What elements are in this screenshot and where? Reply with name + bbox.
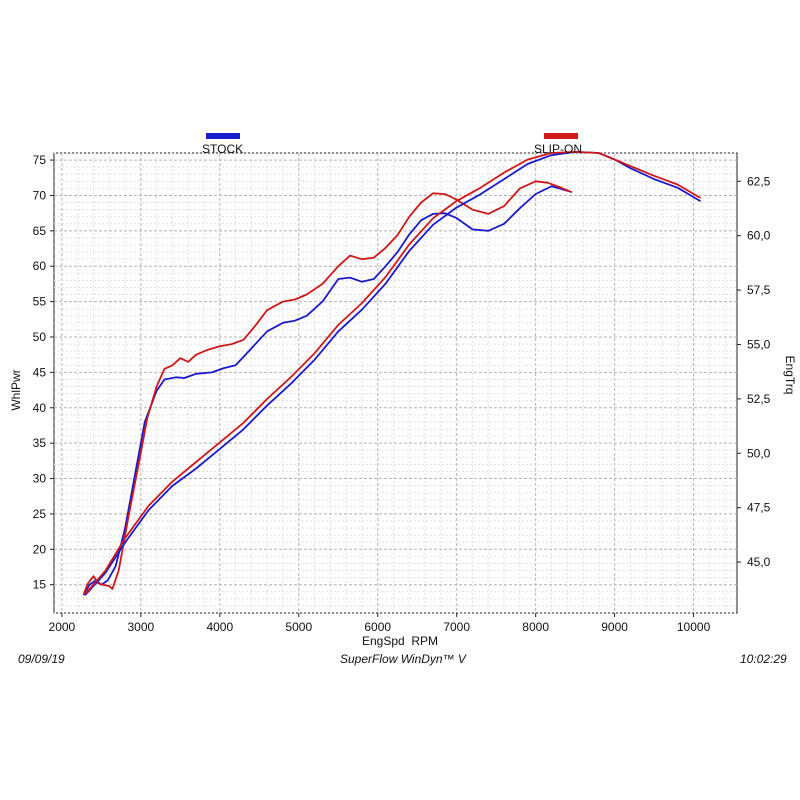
y-left-tick-label: 40 <box>33 401 47 415</box>
y-left-tick-label: 45 <box>33 365 47 379</box>
y-right-tick-label: 45,0 <box>747 555 771 569</box>
y-right-tick-label: 52,5 <box>747 392 771 406</box>
series-line-slip-on-whlpwr <box>83 180 573 595</box>
y-right-tick-label: 57,5 <box>747 283 771 297</box>
y-right-tick-label: 62,5 <box>747 174 771 188</box>
y-right-tick-label: 55,0 <box>747 337 771 351</box>
x-tick-label: 2000 <box>49 620 76 634</box>
footer-time: 10:02:29 <box>740 652 787 666</box>
y-left-tick-label: 55 <box>33 295 47 309</box>
footer-date: 09/09/19 <box>18 652 65 666</box>
x-axis-title: EngSpd RPM <box>362 634 438 648</box>
plot-frame <box>53 152 738 614</box>
legend-swatch-slip-on <box>544 133 578 139</box>
y-right-tick-label: 50,0 <box>747 446 771 460</box>
y-left-tick-label: 75 <box>33 153 47 167</box>
legend-label-slip-on: SLIP-ON <box>534 142 582 156</box>
y-left-tick-label: 20 <box>33 542 47 556</box>
x-tick-label: 6000 <box>364 620 391 634</box>
x-tick-label: 5000 <box>285 620 312 634</box>
x-tick-label: 10000 <box>677 620 711 634</box>
y-left-tick-label: 35 <box>33 436 47 450</box>
x-tick-label: 8000 <box>522 620 549 634</box>
x-tick-label: 4000 <box>206 620 233 634</box>
y-right-tick-label: 47,5 <box>747 501 771 515</box>
y-axis-title-right: EngTrq <box>783 356 797 395</box>
y-axis-title-left: WhlPwr <box>9 369 23 410</box>
grid <box>54 152 737 614</box>
legend-swatch-stock <box>206 133 240 139</box>
legend: STOCK SLIP-ON <box>202 133 582 156</box>
y-left-tick-label: 50 <box>33 330 47 344</box>
legend-label-stock: STOCK <box>202 142 243 156</box>
y-left-tick-label: 15 <box>33 578 47 592</box>
footer-software: SuperFlow WinDyn™ V <box>340 652 466 666</box>
series-line-slip-on-engtrq <box>84 150 701 595</box>
series-lines <box>83 150 701 596</box>
y-left-tick-label: 70 <box>33 188 47 202</box>
axis-ticks: 2000 3000 4000 5000 6000 7000 8000 9000 10000 15 2… <box>33 153 771 634</box>
series-line-stock-whlpwr <box>83 185 573 596</box>
x-tick-label: 9000 <box>601 620 628 634</box>
y-left-tick-label: 25 <box>33 507 47 521</box>
y-left-tick-label: 60 <box>33 259 47 273</box>
x-tick-label: 7000 <box>443 620 470 634</box>
x-tick-label: 3000 <box>128 620 155 634</box>
y-left-tick-label: 30 <box>33 472 47 486</box>
y-left-tick-label: 65 <box>33 224 47 238</box>
y-right-tick-label: 60,0 <box>747 229 771 243</box>
